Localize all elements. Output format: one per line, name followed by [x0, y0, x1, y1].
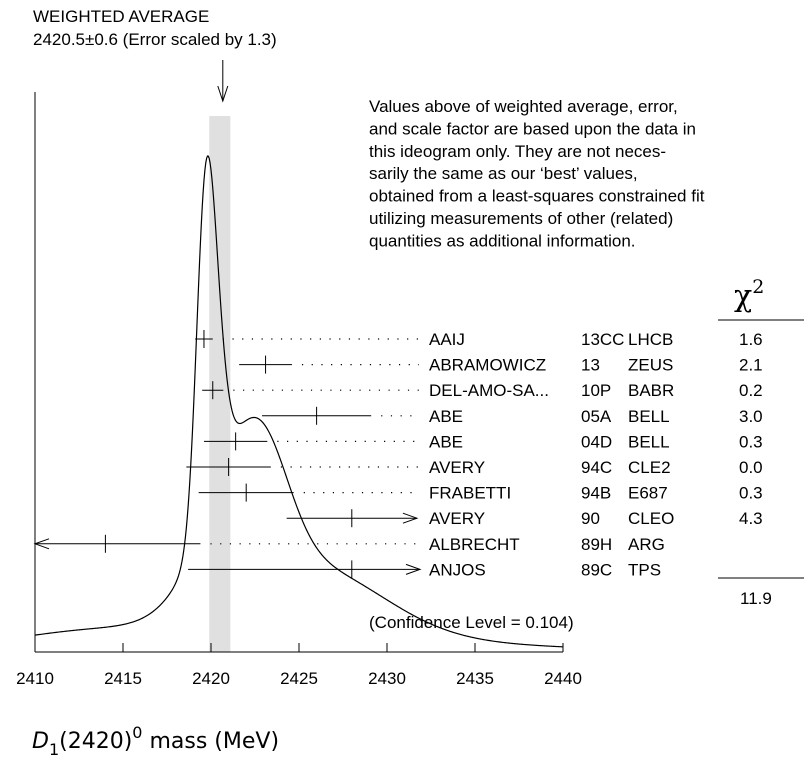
measurement-chi2: 3.0	[739, 407, 763, 426]
measurement-chi2: 2.1	[739, 356, 763, 375]
x-label-symbol: D	[32, 729, 49, 754]
measurement-row: ANJOS 89C TPS	[188, 560, 661, 579]
x-tick-label: 2410	[16, 669, 54, 688]
measurement-author: ANJOS	[429, 560, 486, 579]
measurement-exp: E687	[628, 484, 668, 503]
note-line: and scale factor are based upon the data…	[369, 119, 696, 138]
confidence-level: (Confidence Level = 0.104)	[369, 613, 574, 632]
measurement-chi2: 0.2	[739, 381, 763, 400]
note-paragraph: Values above of weighted average, error,…	[369, 97, 705, 250]
measurement-ref: 10P	[581, 381, 611, 400]
measurement-exp: ARG	[628, 535, 665, 554]
measurement-chi2: 0.0	[739, 458, 763, 477]
x-label-particle: (2420)	[59, 729, 132, 754]
average-arrow-head	[217, 85, 229, 103]
weighted-average-band	[209, 116, 231, 652]
x-tick-label: 2430	[368, 669, 406, 688]
measurement-author: ABE	[429, 432, 463, 451]
arrow-right-icon	[405, 563, 422, 575]
measurement-chi2: 1.6	[739, 330, 763, 349]
measurement-author: ALBRECHT	[429, 535, 520, 554]
measurement-exp: CLE2	[628, 458, 671, 477]
measurement-exp: CLEO	[628, 509, 674, 528]
measurement-chi2: 0.3	[739, 432, 763, 451]
measurement-author: AVERY	[429, 509, 485, 528]
measurement-ref: 89H	[581, 535, 612, 554]
x-tick-label: 2440	[544, 669, 582, 688]
measurement-chi2: 0.3	[739, 484, 763, 503]
x-tick-label: 2420	[192, 669, 230, 688]
measurement-author: ABE	[429, 407, 463, 426]
note-line: utilizing measurements of other (related…	[369, 209, 673, 228]
arrow-left-icon	[33, 538, 50, 550]
measurement-author: AVERY	[429, 458, 485, 477]
note-line: this ideogram only. They are not neces-	[369, 142, 666, 161]
measurement-ref: 05A	[581, 407, 612, 426]
note-line: obtained from a least-squares constraine…	[369, 187, 705, 206]
measurement-exp: ZEUS	[628, 356, 673, 375]
measurement-ref: 13	[581, 356, 600, 375]
ideogram-curve	[34, 155, 564, 648]
x-label-rest: mass (MeV)	[142, 729, 279, 754]
note-line: quantities as additional information.	[369, 231, 636, 250]
arrow-right-icon	[402, 512, 419, 524]
chi2-header-sup: 2	[752, 276, 764, 298]
measurement-row: AAIJ 13CC LHCB 1.6	[195, 330, 763, 349]
measurement-exp: BELL	[628, 407, 670, 426]
x-axis-label: D1(2420)0 mass (MeV)	[32, 723, 279, 759]
x-label-sup: 0	[132, 723, 142, 742]
measurement-row: ABE 04D BELL 0.3	[203, 432, 763, 451]
measurement-row: ABE 05A BELL 3.0	[262, 406, 763, 426]
measurement-row: AVERY 94C CLE2 0.0	[186, 458, 763, 477]
measurements: AAIJ 13CC LHCB 1.6 ABRAMOWICZ 13 ZEUS 2.1 DEL-AM…	[33, 330, 763, 579]
measurement-row: ABRAMOWICZ 13 ZEUS 2.1	[239, 355, 763, 375]
measurement-chi2: 4.3	[739, 509, 763, 528]
measurement-author: FRABETTI	[429, 484, 511, 503]
measurement-author: DEL-AMO-SA...	[429, 381, 549, 400]
measurement-row: FRABETTI 94B E687 0.3	[198, 483, 763, 503]
measurement-ref: 94C	[581, 458, 612, 477]
measurement-row: ALBRECHT 89H ARG	[33, 534, 665, 554]
measurement-exp: BELL	[628, 432, 670, 451]
measurement-ref: 04D	[581, 432, 612, 451]
x-label-sub: 1	[49, 740, 59, 759]
measurement-ref: 90	[581, 509, 600, 528]
x-axis-ticks: 2410 2415 2420 2425 2430 2435 2440	[16, 643, 582, 688]
x-tick-label: 2425	[280, 669, 318, 688]
measurement-exp: TPS	[628, 560, 661, 579]
measurement-row: DEL-AMO-SA... 10P BABR 0.2	[202, 381, 763, 400]
measurement-exp: LHCB	[628, 330, 673, 349]
measurement-ref: 94B	[581, 484, 611, 503]
measurement-author: AAIJ	[429, 330, 465, 349]
measurement-ref: 13CC	[581, 330, 624, 349]
chi2-header: χ2	[734, 276, 764, 314]
chart-subtitle: 2420.5±0.6 (Error scaled by 1.3)	[33, 30, 277, 49]
note-line: Values above of weighted average, error,	[369, 97, 678, 116]
x-tick-label: 2435	[456, 669, 494, 688]
chart-title: WEIGHTED AVERAGE	[33, 7, 209, 26]
measurement-row: AVERY 90 CLEO 4.3	[286, 509, 763, 528]
chi2-header-symbol: χ	[734, 279, 752, 314]
chi2-total: 11.9	[740, 589, 772, 608]
measurement-ref: 89C	[581, 560, 612, 579]
note-line: sarily the same as our ‘best’ values,	[369, 164, 638, 183]
measurement-author: ABRAMOWICZ	[429, 356, 546, 375]
x-tick-label: 2415	[104, 669, 142, 688]
measurement-exp: BABR	[628, 381, 674, 400]
